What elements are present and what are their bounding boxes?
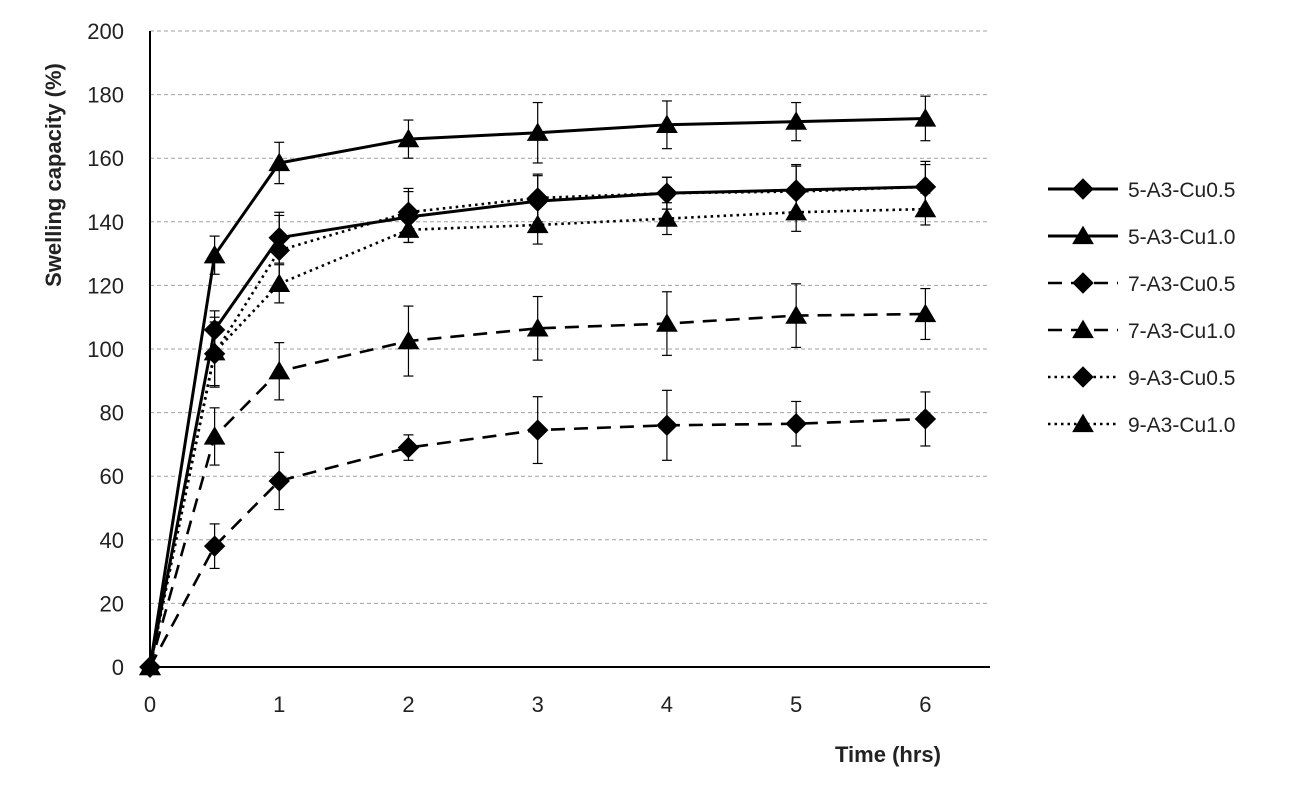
x-axis-title: Time (hrs) (835, 742, 941, 767)
x-tick-label-0: 0 (144, 692, 156, 717)
series-line-5-A3-Cu0.5 (148, 185, 926, 668)
data-point-7-A3-Cu0.5-3 (397, 436, 420, 459)
series-7-A3-Cu0.5 (139, 389, 937, 678)
y-tick-label-20: 20 (100, 591, 124, 616)
series-line-9-A3-Cu0.5 (148, 185, 926, 668)
data-point-5-A3-Cu1.0-4 (526, 122, 549, 141)
data-point-7-A3-Cu1.0-4 (526, 317, 549, 337)
y-tick-label-0: 0 (112, 655, 124, 680)
legend-marker-7-A3-Cu0.5 (1072, 272, 1094, 294)
data-point-7-A3-Cu0.5-4 (526, 419, 549, 441)
legend-label-5-A3-Cu1.0: 5-A3-Cu1.0 (1128, 226, 1235, 249)
y-tick-label-100: 100 (87, 337, 124, 362)
data-point-7-A3-Cu1.0-5 (656, 313, 678, 332)
y-tick-label-180: 180 (87, 83, 124, 108)
data-point-7-A3-Cu1.0-2 (268, 360, 291, 380)
x-tick-label-5: 5 (790, 692, 802, 717)
legend-label-7-A3-Cu1.0: 7-A3-Cu1.0 (1128, 320, 1235, 343)
series-7-A3-Cu1.0 (139, 283, 937, 676)
x-tick-label-6: 6 (919, 692, 931, 717)
data-point-5-A3-Cu1.0-1 (203, 244, 226, 264)
y-tick-label-140: 140 (87, 210, 124, 235)
y-tick-label-40: 40 (100, 528, 124, 553)
y-tick-label-160: 160 (87, 146, 124, 171)
data-point-7-A3-Cu0.5-1 (203, 535, 226, 557)
legend-label-7-A3-Cu0.5: 7-A3-Cu0.5 (1128, 273, 1235, 296)
legend-marker-9-A3-Cu0.5 (1072, 366, 1094, 388)
legend-marker-7-A3-Cu1.0 (1072, 319, 1094, 339)
legend-label-9-A3-Cu1.0: 9-A3-Cu1.0 (1128, 414, 1235, 437)
data-point-7-A3-Cu1.0-1 (203, 426, 226, 445)
legend-marker-5-A3-Cu1.0 (1072, 225, 1094, 245)
data-point-5-A3-Cu1.0-2 (268, 152, 291, 172)
x-tick-label-3: 3 (532, 692, 544, 717)
data-point-9-A3-Cu1.0-4 (526, 214, 549, 234)
series-line-5-A3-Cu1.0 (148, 116, 926, 668)
data-point-7-A3-Cu1.0-7 (914, 303, 937, 323)
x-tick-label-2: 2 (402, 692, 414, 717)
series-5-A3-Cu1.0 (139, 95, 937, 676)
data-point-7-A3-Cu0.5-2 (268, 470, 290, 492)
data-point-5-A3-Cu1.0-3 (397, 128, 420, 148)
axes: 0 20 40 60 80 100 120 140 160 180 200 0 1 2 3 4 5 6 (87, 19, 990, 717)
data-point-9-A3-Cu1.0-7 (914, 198, 937, 218)
y-axis-title: Swelling capacity (%) (41, 63, 66, 287)
grid-lines (150, 30, 990, 604)
legend: 5-A3-Cu0.5 5-A3-Cu1.0 7-A3-Cu0.5 7-A3-Cu1.0… (1048, 178, 1235, 437)
legend-label-5-A3-Cu0.5: 5-A3-Cu0.5 (1128, 179, 1235, 202)
data-point-7-A3-Cu1.0-6 (785, 305, 808, 324)
x-tick-label-1: 1 (273, 692, 285, 717)
y-tick-label-80: 80 (100, 401, 124, 426)
data-point-9-A3-Cu1.0-1 (203, 341, 226, 361)
y-tick-label-60: 60 (100, 464, 124, 489)
data-point-9-A3-Cu0.5-4 (526, 187, 549, 209)
data-point-5-A3-Cu1.0-7 (914, 108, 937, 127)
data-point-9-A3-Cu1.0-3 (397, 219, 420, 238)
legend-label-9-A3-Cu0.5: 9-A3-Cu0.5 (1128, 367, 1235, 390)
data-point-5-A3-Cu1.0-6 (785, 111, 808, 130)
series-line-7-A3-Cu0.5 (148, 417, 926, 668)
series-9-A3-Cu1.0 (139, 192, 937, 676)
legend-marker-5-A3-Cu0.5 (1072, 178, 1094, 200)
data-point-9-A3-Cu1.0-6 (785, 201, 808, 221)
data-point-9-A3-Cu1.0-0 (139, 656, 161, 676)
y-tick-label-200: 200 (87, 19, 124, 44)
data-point-9-A3-Cu0.5-2 (268, 239, 290, 262)
legend-marker-9-A3-Cu1.0 (1072, 413, 1094, 433)
data-point-7-A3-Cu0.5-5 (656, 414, 678, 437)
data-point-9-A3-Cu1.0-5 (656, 208, 678, 227)
x-tick-label-4: 4 (661, 692, 673, 717)
y-tick-label-120: 120 (87, 273, 124, 298)
data-point-5-A3-Cu1.0-5 (656, 114, 678, 133)
series-group (139, 95, 937, 678)
data-point-7-A3-Cu0.5-7 (914, 408, 937, 430)
series-line-7-A3-Cu1.0 (148, 312, 926, 668)
data-point-9-A3-Cu0.5-5 (656, 182, 678, 204)
data-point-7-A3-Cu1.0-3 (397, 330, 420, 350)
data-point-9-A3-Cu1.0-2 (268, 273, 291, 292)
data-point-7-A3-Cu0.5-6 (785, 413, 807, 435)
